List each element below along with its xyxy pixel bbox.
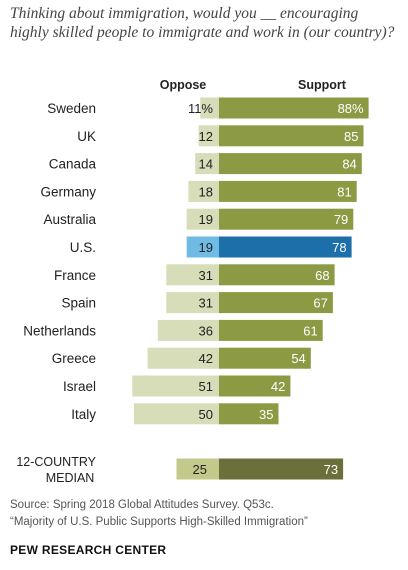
support-bar-israel <box>219 375 291 397</box>
category-label-spain: Spain <box>61 296 96 311</box>
support-bar-australia <box>219 208 354 230</box>
support-value-france: 68 <box>315 268 329 283</box>
support-bar-greece <box>219 347 311 369</box>
support-value-netherlands: 61 <box>303 323 317 338</box>
support-value-uk: 85 <box>344 129 358 144</box>
support-value-israel: 42 <box>271 379 285 394</box>
oppose-bar-greece <box>147 347 219 369</box>
support-value-sweden: 88% <box>338 101 364 116</box>
median-label-line2: MEDIAN <box>46 471 95 485</box>
oppose-value-uk: 12 <box>199 129 213 144</box>
oppose-value-sweden: 11% <box>188 101 213 116</box>
oppose-header: Oppose <box>160 78 207 92</box>
oppose-bar-italy <box>134 403 219 425</box>
support-value-u-s: 78 <box>332 240 346 255</box>
support-value-australia: 79 <box>334 212 348 227</box>
oppose-value-france: 31 <box>199 268 213 283</box>
oppose-bar-spain <box>166 292 219 314</box>
support-value-germany: 81 <box>337 184 351 199</box>
oppose-value-spain: 31 <box>199 296 213 311</box>
category-label-australia: Australia <box>43 212 96 227</box>
oppose-bar-uk <box>198 125 219 147</box>
support-value-canada: 84 <box>342 157 356 172</box>
oppose-bar-france <box>166 264 219 286</box>
chart-title: Thinking about immigration, would you __… <box>10 5 395 41</box>
median-oppose-value: 25 <box>193 462 207 477</box>
category-label-italy: Italy <box>71 407 96 422</box>
oppose-bar-netherlands <box>157 319 219 341</box>
oppose-value-canada: 14 <box>199 157 213 172</box>
support-bar-germany <box>219 180 357 202</box>
report-title: “Majority of U.S. Public Supports High-S… <box>10 516 308 528</box>
category-label-greece: Greece <box>52 351 96 366</box>
oppose-bar-australia <box>186 208 219 230</box>
chart: Oppose Support Sweden 11% 88% UK 12 85 Canada 14 8… <box>16 78 369 485</box>
support-bar-uk <box>219 125 364 147</box>
support-bar-canada <box>219 153 362 175</box>
oppose-bar-sweden <box>200 97 219 119</box>
support-bar-sweden <box>219 97 369 119</box>
support-value-spain: 67 <box>313 296 327 311</box>
support-bar-france <box>219 264 335 286</box>
support-header: Support <box>298 78 347 92</box>
category-label-canada: Canada <box>49 157 97 172</box>
category-label-france: France <box>54 268 96 283</box>
category-label-u-s: U.S. <box>70 240 96 255</box>
support-bar-netherlands <box>219 319 323 341</box>
oppose-value-israel: 51 <box>199 379 213 394</box>
median-support-bar <box>219 458 344 480</box>
median-oppose-bar <box>176 458 219 480</box>
support-value-greece: 54 <box>291 351 305 366</box>
median-support-value: 73 <box>324 462 338 477</box>
oppose-bar-germany <box>188 180 219 202</box>
oppose-bar-u-s <box>186 236 219 258</box>
oppose-bar-israel <box>132 375 219 397</box>
oppose-value-australia: 19 <box>199 212 213 227</box>
support-bar-italy <box>219 403 279 425</box>
oppose-value-italy: 50 <box>199 407 213 422</box>
category-label-germany: Germany <box>40 184 96 199</box>
support-value-italy: 35 <box>259 407 273 422</box>
oppose-bar-canada <box>195 153 219 175</box>
category-label-uk: UK <box>77 129 96 144</box>
oppose-value-greece: 42 <box>199 351 213 366</box>
category-label-netherlands: Netherlands <box>23 323 96 338</box>
support-bar-spain <box>219 292 333 314</box>
brand-logo-text: PEW RESEARCH CENTER <box>10 543 167 557</box>
oppose-value-germany: 18 <box>199 184 213 199</box>
support-bar-u-s <box>219 236 352 258</box>
oppose-value-netherlands: 36 <box>199 323 213 338</box>
median-label-line1: 12-COUNTRY <box>16 455 96 469</box>
source-note: Source: Spring 2018 Global Attitudes Sur… <box>10 499 274 511</box>
category-label-israel: Israel <box>63 379 96 394</box>
category-label-sweden: Sweden <box>47 101 96 116</box>
oppose-value-u-s: 19 <box>199 240 213 255</box>
